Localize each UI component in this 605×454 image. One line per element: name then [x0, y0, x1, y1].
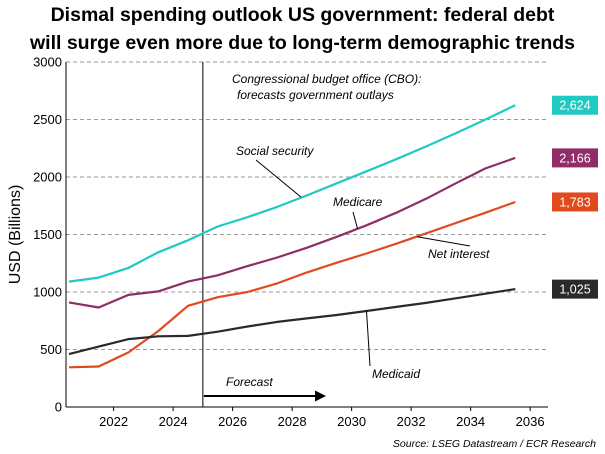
y-tick-label: 3000 [33, 55, 62, 70]
chart-labels: 0 500 1000 1500 2000 2500 3000 2022 2024 2026 2028… [7, 55, 598, 450]
x-tick-label: 2026 [218, 414, 247, 429]
callout-line [417, 236, 471, 247]
series-name-label: Net interest [428, 247, 490, 261]
y-axis-label: USD (Billions) [7, 185, 24, 285]
series-name-label: Medicare [333, 195, 383, 209]
chart-title-line-2: will surge even more due to long-term de… [29, 32, 575, 54]
end-value-box [552, 148, 598, 168]
series-name-label: Medicaid [372, 367, 420, 381]
y-tick-label: 0 [55, 400, 62, 415]
x-tick-label: 2030 [337, 414, 366, 429]
series-lines [68, 104, 516, 369]
callout-line [352, 211, 359, 229]
y-tick-label: 1500 [33, 227, 62, 242]
series-line-social-security [68, 104, 516, 283]
gridlines [66, 61, 548, 350]
end-value-label: 2,166 [559, 151, 590, 165]
series-line-net-interest [68, 200, 516, 369]
end-value-label: 1,025 [559, 283, 590, 297]
end-value-box [552, 279, 598, 299]
x-tick-label: 2036 [516, 414, 545, 429]
y-tick-label: 500 [40, 342, 62, 357]
source-note: Source: LSEG Datastream / ECR Research [393, 438, 596, 450]
forecast-label: Forecast [226, 375, 273, 389]
callout-line [255, 159, 302, 198]
series-name-label: Social security [236, 144, 314, 158]
callout-lines [255, 159, 471, 367]
x-tick-label: 2034 [456, 414, 485, 429]
callout-line [366, 310, 371, 367]
series-line-medicare [68, 156, 516, 309]
x-tick-label: 2028 [278, 414, 307, 429]
forecast-arrow-head [315, 390, 326, 402]
y-tick-label: 2000 [33, 170, 62, 185]
axes [65, 62, 548, 411]
y-tick-label: 2500 [33, 112, 62, 127]
y-tick-label: 1000 [33, 285, 62, 300]
end-value-label: 1,783 [559, 195, 590, 209]
series-line-medicaid [68, 288, 516, 356]
end-value-box [552, 192, 598, 212]
cbo-annotation-line-2: forecasts government outlays [237, 88, 394, 102]
x-tick-label: 2022 [99, 414, 128, 429]
x-tick-label: 2024 [159, 414, 188, 429]
end-value-box [552, 95, 598, 115]
chart-title-line-1: Dismal spending outlook US government: f… [50, 4, 555, 26]
x-tick-label: 2032 [397, 414, 426, 429]
cbo-annotation-line-1: Congressional budget office (CBO): [232, 72, 421, 86]
end-value-label: 2,624 [559, 99, 590, 113]
